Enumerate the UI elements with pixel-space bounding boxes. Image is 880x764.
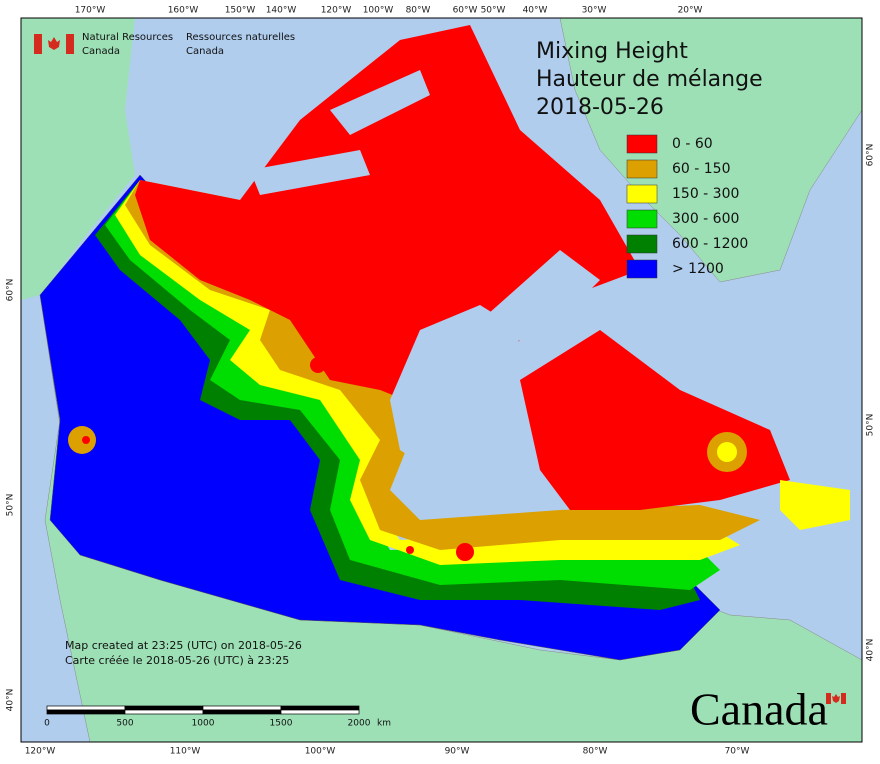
legend-swatch [626,234,658,254]
graticule-label: 150°W [225,6,256,16]
scale-segment [202,705,282,711]
scale-label: 2000 [348,719,371,729]
graticule-label: 80°W [583,747,608,757]
graticule-label: 140°W [266,6,297,16]
graticule-label: 120°W [321,6,352,16]
graticule-label: 50°W [481,6,506,16]
agency-en: Canada [82,46,120,57]
agency-fr: Ressources naturelles [186,32,295,43]
legend-swatch [626,184,658,204]
graticule-label: 60°N [866,144,876,167]
graticule-label: 120°W [25,747,56,757]
legend-swatch [626,159,658,179]
graticule-label: 40°N [6,689,16,712]
legend-label: > 1200 [672,261,724,277]
scale-segment [280,705,360,711]
graticule-label: 40°N [866,639,876,662]
nrcan-logo: Natural Resources Canada Ressources natu… [34,32,295,57]
zone-spot [456,543,474,561]
graticule-label: 110°W [170,747,201,757]
scale-segment [46,705,126,711]
zone-spot [406,546,414,554]
hudson-strait [470,250,600,350]
graticule-label: 100°W [363,6,394,16]
scale-segment [124,705,204,711]
graticule-label: 50°N [6,494,16,517]
graticule-label: 60°W [453,6,478,16]
arctic-channel [330,70,430,135]
graticule-label: 170°W [75,6,106,16]
graticule-label: 60°N [6,279,16,302]
legend-label: 300 - 600 [672,211,739,227]
flag-bar [34,34,42,54]
title: 2018-05-26 [536,95,664,120]
maple-leaf [48,37,60,50]
legend-label: 0 - 60 [672,136,713,152]
scale-segment [202,709,282,715]
zone-spot [310,357,326,373]
agency-en: Natural Resources [82,32,173,43]
hudson-bay [390,305,520,470]
graticule-label: 30°W [582,6,607,16]
scale-label: 1000 [192,719,215,729]
graticule-label: 50°N [866,414,876,437]
maple-leaf [832,694,840,703]
scale-label: 500 [116,719,133,729]
scale-label: 1500 [270,719,293,729]
graticule-label: 80°W [406,6,431,16]
frame [20,17,863,743]
legend-label: 600 - 1200 [672,236,748,252]
greenland [559,18,862,283]
legend-swatch [626,259,658,279]
arctic-channel [250,150,370,195]
map-body [21,18,862,742]
scale-unit: km [377,719,391,729]
zone-spot [717,442,737,462]
zone-newfoundland [780,480,850,530]
scale-segment [46,709,126,715]
graticule-label: 70°W [725,747,750,757]
scale-segment [124,709,204,715]
wordmark: Canada [690,684,846,735]
wordmark-text: Canada [690,684,828,735]
zone-spot [82,436,90,444]
graticule-label: 90°W [445,747,470,757]
title: Mixing Height [536,39,688,64]
graticule-label: 160°W [168,6,199,16]
credit: Map created at 23:25 (UTC) on 2018-05-26 [65,639,302,652]
legend-label: 150 - 300 [672,186,739,202]
alaska [21,18,135,300]
credit: Carte créée le 2018-05-26 (UTC) à 23:25 [65,654,289,667]
scale-segment [280,709,360,715]
agency-fr: Canada [186,46,224,57]
graticule-label: 40°W [523,6,548,16]
legend-swatch [626,134,658,154]
legend-swatch [626,209,658,229]
flag-bar [841,693,846,704]
flag-bar [66,34,74,54]
legend-label: 60 - 150 [672,161,731,177]
scale-label: 0 [44,719,50,729]
title: Hauteur de mélange [536,67,763,92]
graticule-label: 100°W [305,747,336,757]
graticule-label: 20°W [678,6,703,16]
flag-bar [826,693,831,704]
